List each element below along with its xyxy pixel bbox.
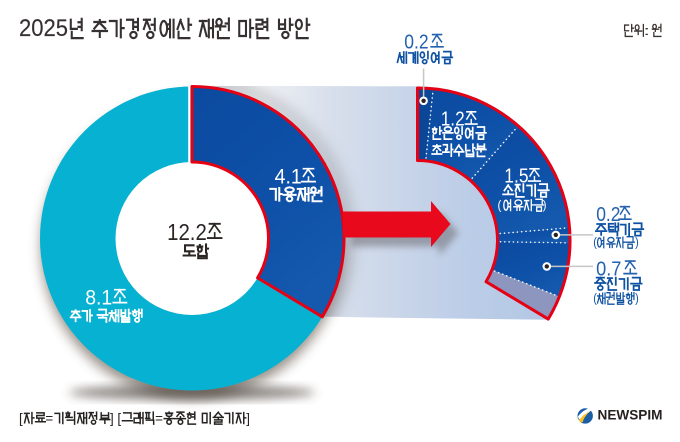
- svg-text:): ): [635, 292, 639, 306]
- svg-text:8.1: 8.1: [85, 287, 112, 310]
- svg-text:=: =: [45, 411, 53, 426]
- svg-text:=: =: [155, 411, 163, 426]
- svg-text:1.2: 1.2: [441, 109, 465, 131]
- svg-text:(: (: [593, 236, 597, 250]
- svg-text:] [: ] [: [110, 411, 121, 426]
- svg-text:[: [: [19, 411, 23, 426]
- svg-text:0.7: 0.7: [596, 257, 621, 280]
- svg-text:0.2: 0.2: [404, 32, 428, 54]
- svg-text:4.1: 4.1: [275, 166, 302, 189]
- svg-text:NEWSPIM: NEWSPIM: [598, 407, 663, 422]
- svg-text:): ): [635, 236, 639, 250]
- svg-text:]: ]: [246, 411, 250, 426]
- svg-text:(: (: [593, 292, 597, 306]
- svg-text::: :: [643, 23, 650, 38]
- svg-text:(: (: [498, 199, 503, 213]
- svg-text:0.2: 0.2: [596, 203, 620, 226]
- svg-text:12.2: 12.2: [167, 219, 207, 245]
- svg-text:1.5: 1.5: [504, 166, 528, 188]
- svg-text:): ): [543, 198, 547, 212]
- svg-text:2025: 2025: [19, 15, 68, 42]
